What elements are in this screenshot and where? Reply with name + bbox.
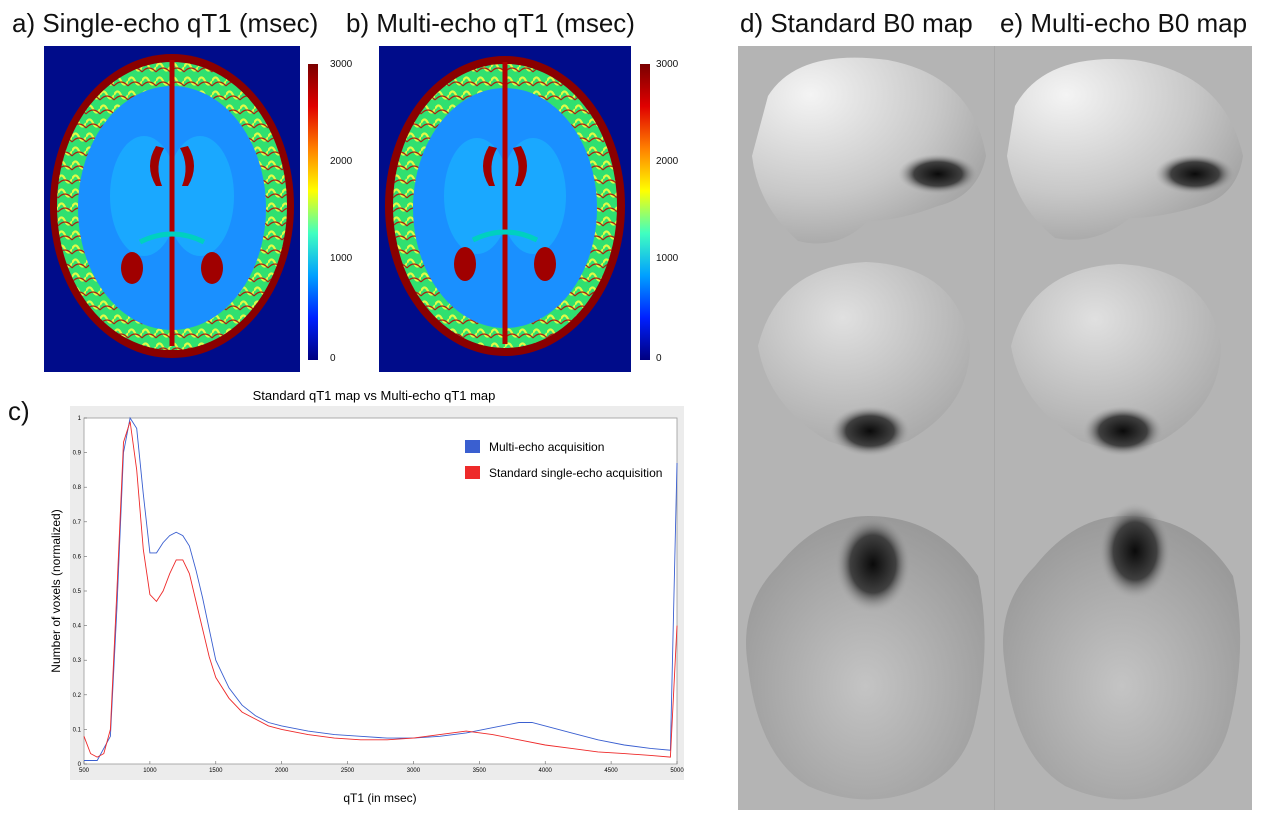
colorbar-b-tick: 3000 bbox=[656, 59, 679, 70]
colorbar-b-tick: 2000 bbox=[656, 156, 679, 167]
y-tick-label: 0.4 bbox=[73, 624, 82, 630]
y-tick-label: 1 bbox=[78, 416, 82, 422]
y-tick-label: 0.9 bbox=[73, 451, 82, 457]
series-line-single-echo bbox=[83, 421, 678, 758]
y-tick-label: 0.2 bbox=[73, 693, 82, 699]
x-tick-label: 1500 bbox=[209, 768, 223, 774]
multi-echo-b0-map bbox=[995, 46, 1252, 810]
y-tick-label: 0.6 bbox=[73, 554, 82, 560]
colorbar-a-tick: 1000 bbox=[330, 253, 353, 264]
y-axis-label: Number of voxels (normalized) bbox=[49, 509, 63, 672]
panel-e-title: e) Multi-echo B0 map bbox=[1000, 8, 1248, 38]
colorbar-a-tick: 0 bbox=[330, 353, 336, 364]
qt1-histogram-chart: Standard qT1 map vs Multi-echo qT1 map 0… bbox=[40, 382, 690, 812]
colorbar-b-tick: 1000 bbox=[656, 253, 679, 264]
chart-title: Standard qT1 map vs Multi-echo qT1 map bbox=[253, 388, 496, 403]
x-tick-label: 500 bbox=[79, 768, 90, 774]
single-echo-qt1-map bbox=[44, 46, 300, 372]
x-tick-label: 3000 bbox=[407, 768, 421, 774]
colorbar-a bbox=[308, 64, 318, 360]
multi-echo-qt1-map bbox=[379, 46, 631, 372]
colorbar-a-tick: 2000 bbox=[330, 156, 353, 167]
legend-label: Standard single-echo acquisition bbox=[489, 466, 662, 480]
y-tick-label: 0.7 bbox=[73, 520, 82, 526]
x-tick-label: 3500 bbox=[473, 768, 487, 774]
x-tick-label: 2500 bbox=[341, 768, 355, 774]
legend-swatch bbox=[465, 440, 480, 453]
x-tick-label: 5000 bbox=[670, 768, 684, 774]
x-axis-label: qT1 (in msec) bbox=[343, 791, 416, 805]
plot-area bbox=[83, 417, 678, 765]
legend-label: Multi-echo acquisition bbox=[489, 440, 604, 454]
panel-d-title: d) Standard B0 map bbox=[740, 8, 973, 38]
y-tick-label: 0.1 bbox=[73, 727, 82, 733]
colorbar-a-tick: 3000 bbox=[330, 59, 353, 70]
x-tick-label: 2000 bbox=[275, 768, 289, 774]
colorbar-b-tick: 0 bbox=[656, 353, 662, 364]
b0-panel-divider bbox=[994, 46, 995, 810]
panel-b-title: b) Multi-echo qT1 (msec) bbox=[346, 8, 635, 38]
y-tick-label: 0.8 bbox=[73, 485, 82, 491]
x-tick-label: 4000 bbox=[539, 768, 553, 774]
x-tick-label: 1000 bbox=[143, 768, 157, 774]
panel-a-title: a) Single-echo qT1 (msec) bbox=[12, 8, 319, 38]
y-tick-label: 0 bbox=[78, 762, 82, 768]
panel-c-label: c) bbox=[8, 396, 30, 426]
colorbar-b bbox=[640, 64, 650, 360]
y-tick-label: 0.3 bbox=[73, 658, 82, 664]
x-tick-label: 4500 bbox=[604, 768, 618, 774]
legend-swatch bbox=[465, 466, 480, 479]
standard-b0-map bbox=[738, 46, 994, 810]
series-line-multi-echo bbox=[84, 416, 678, 761]
y-tick-label: 0.5 bbox=[73, 589, 82, 595]
